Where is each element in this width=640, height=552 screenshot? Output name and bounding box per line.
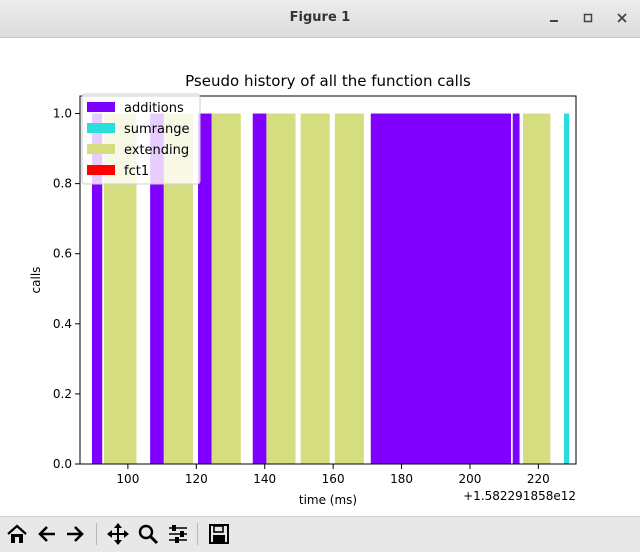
legend-swatch: [87, 102, 115, 112]
legend-swatch: [87, 123, 115, 133]
y-tick-label: 0.0: [53, 457, 72, 471]
move-icon: [107, 523, 129, 545]
extending-bar: [334, 113, 364, 465]
x-tick-label: 160: [322, 472, 345, 486]
extending-bar: [266, 113, 296, 465]
legend-swatch: [87, 165, 115, 175]
arrow-right-icon: [67, 526, 84, 542]
legend: additions sumrange extending fct1: [81, 93, 201, 185]
close-button[interactable]: [612, 8, 632, 28]
x-tick-label: 180: [390, 472, 413, 486]
sumrange-bar: [564, 113, 570, 465]
maximize-button[interactable]: [578, 8, 598, 28]
toolbar-separator: [96, 523, 97, 545]
window-titlebar: Figure 1: [0, 0, 640, 38]
x-tick-label: 140: [253, 472, 276, 486]
x-offset-label: +1.582291858e12: [463, 489, 576, 503]
zoom-button[interactable]: [136, 522, 160, 546]
x-tick-label: 100: [116, 472, 139, 486]
additions-bar: [512, 113, 520, 465]
navigation-toolbar: [0, 516, 640, 552]
additions-bar: [198, 113, 212, 465]
x-tick-label: 200: [459, 472, 482, 486]
additions-bar: [150, 113, 164, 465]
y-tick-label: 0.2: [53, 387, 72, 401]
x-axis: 100 120 140 160 180 200 220: [116, 464, 550, 486]
y-tick-label: 0.8: [53, 177, 72, 191]
y-axis-label: calls: [29, 267, 43, 294]
pan-button[interactable]: [106, 522, 130, 546]
floppy-icon: [209, 524, 229, 544]
maximize-icon: [583, 13, 593, 23]
extending-bar: [300, 113, 330, 465]
figure-canvas[interactable]: 100 120 140 160 180 200 220 0.0 0.2 0.4 0.6 0.8 1.0…: [0, 38, 640, 516]
window-title: Figure 1: [289, 10, 351, 25]
extending-bar: [211, 113, 241, 465]
sliders-icon: [169, 525, 187, 543]
magnifier-icon: [138, 524, 159, 545]
x-axis-label: time (ms): [299, 493, 357, 507]
forward-button[interactable]: [63, 522, 87, 546]
x-tick-label: 220: [527, 472, 550, 486]
extending-bar: [522, 113, 551, 465]
y-axis: 0.0 0.2 0.4 0.6 0.8 1.0: [53, 107, 80, 471]
additions-bar: [252, 113, 267, 465]
x-tick-label: 120: [185, 472, 208, 486]
legend-label: additions: [124, 101, 184, 116]
y-tick-label: 1.0: [53, 107, 72, 121]
minimize-button[interactable]: [544, 8, 564, 28]
legend-swatch: [87, 144, 115, 154]
legend-label: fct1: [124, 164, 149, 179]
y-tick-label: 0.6: [53, 247, 72, 261]
chart: 100 120 140 160 180 200 220 0.0 0.2 0.4 0.6 0.8 1.0…: [0, 38, 640, 516]
toolbar-separator: [197, 523, 198, 545]
y-tick-label: 0.4: [53, 317, 72, 331]
configure-subplots-button[interactable]: [166, 522, 190, 546]
chart-title: Pseudo history of all the function calls: [185, 72, 471, 90]
home-icon: [7, 524, 27, 543]
legend-label: extending: [124, 143, 189, 158]
additions-bar: [370, 113, 512, 465]
save-button[interactable]: [207, 522, 231, 546]
close-icon: [617, 13, 627, 23]
axes-frame: [79, 95, 577, 465]
legend-label: sumrange: [124, 122, 189, 137]
arrow-left-icon: [38, 526, 55, 542]
back-button[interactable]: [35, 522, 59, 546]
minimize-icon: [550, 20, 558, 22]
additions-bar: [91, 113, 103, 465]
legend-frame: [81, 93, 201, 185]
home-button[interactable]: [5, 522, 29, 546]
